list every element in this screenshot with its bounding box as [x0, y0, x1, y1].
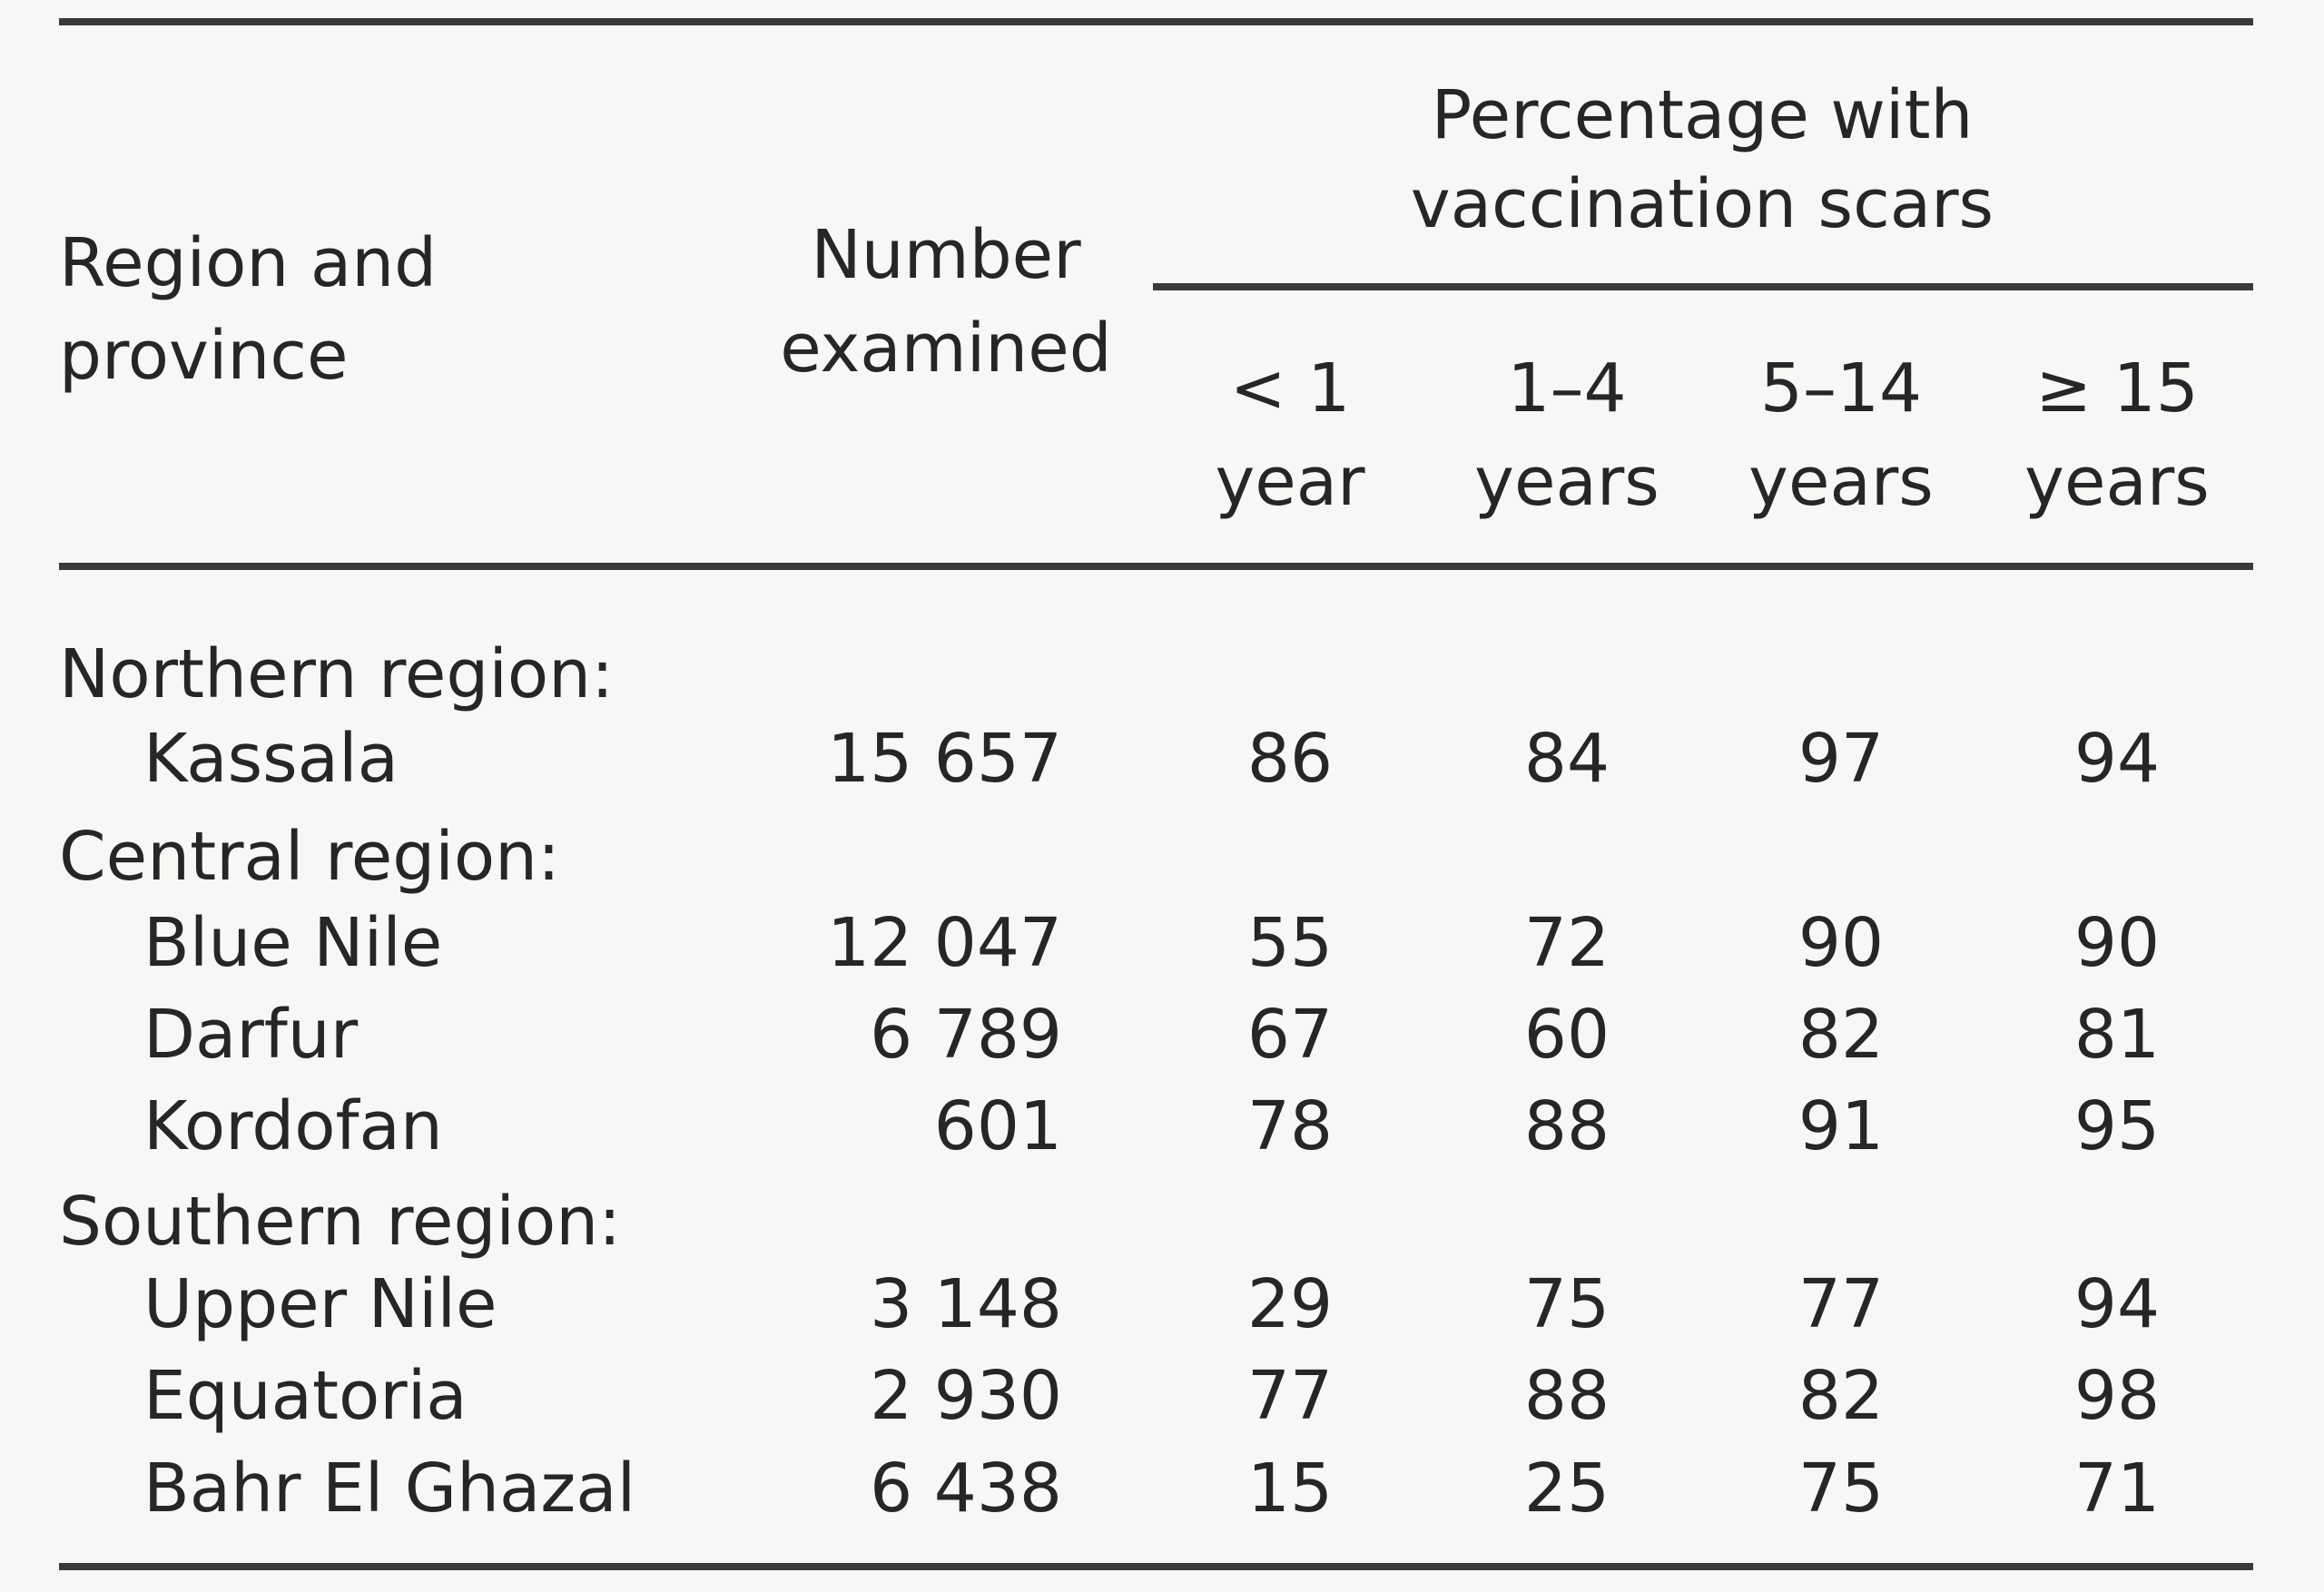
top-rule: [59, 18, 2253, 25]
group-rule: [1153, 283, 2253, 290]
percentage-cell: 95: [2073, 1087, 2161, 1165]
age-group-header-3-line2: years: [2024, 443, 2210, 521]
province-label: Kordofan: [143, 1087, 443, 1165]
percentage-cell: 90: [1797, 904, 1885, 982]
age-group-header-0-line1: < 1: [1229, 349, 1351, 427]
percentage-cell: 55: [1246, 904, 1334, 982]
percentage-cell: 90: [2073, 904, 2161, 982]
header-percentage-line1: Percentage with: [1431, 76, 1974, 154]
percentage-cell: 91: [1797, 1087, 1885, 1165]
province-label: Equatoria: [143, 1357, 468, 1435]
percentage-cell: 29: [1246, 1265, 1334, 1343]
header-bottom-rule: [59, 563, 2253, 570]
percentage-cell: 25: [1523, 1450, 1610, 1528]
header-region-line2: province: [59, 317, 349, 395]
percentage-cell: 81: [2073, 996, 2161, 1074]
percentage-cell: 86: [1246, 720, 1334, 798]
percentage-cell: 15: [1246, 1450, 1334, 1528]
percentage-cell: 77: [1246, 1357, 1334, 1435]
percentage-cell: 94: [2073, 1265, 2161, 1343]
province-label: Upper Nile: [143, 1265, 497, 1343]
region-label: Central region:: [59, 818, 560, 896]
number-examined-cell: 6 789: [870, 996, 1062, 1074]
percentage-cell: 82: [1797, 996, 1885, 1074]
age-group-header-2-line2: years: [1748, 443, 1934, 521]
percentage-cell: 98: [2073, 1357, 2161, 1435]
number-examined-cell: 2 930: [870, 1357, 1062, 1435]
percentage-cell: 82: [1797, 1357, 1885, 1435]
percentage-cell: 94: [2073, 720, 2161, 798]
percentage-cell: 75: [1523, 1265, 1610, 1343]
percentage-cell: 72: [1523, 904, 1610, 982]
number-examined-cell: 3 148: [870, 1265, 1062, 1343]
province-label: Darfur: [143, 996, 359, 1074]
percentage-cell: 97: [1797, 720, 1885, 798]
region-label: Northern region:: [59, 635, 615, 713]
percentage-cell: 71: [2073, 1450, 2161, 1528]
age-group-header-3-line1: ≥ 15: [2035, 349, 2199, 427]
age-group-header-1-line2: years: [1474, 443, 1659, 521]
header-region-line1: Region and: [59, 224, 438, 302]
age-group-header-0-line2: year: [1215, 443, 1365, 521]
region-label: Southern region:: [59, 1183, 622, 1261]
percentage-cell: 88: [1523, 1357, 1610, 1435]
percentage-cell: 84: [1523, 720, 1610, 798]
bottom-rule: [59, 1563, 2253, 1570]
percentage-cell: 60: [1523, 996, 1610, 1074]
number-examined-cell: 6 438: [870, 1450, 1062, 1528]
header-number-line1: Number: [811, 216, 1081, 294]
province-label: Blue Nile: [143, 904, 443, 982]
percentage-cell: 67: [1246, 996, 1334, 1074]
percentage-cell: 88: [1523, 1087, 1610, 1165]
number-examined-cell: 15 657: [827, 720, 1062, 798]
number-examined-cell: 601: [933, 1087, 1062, 1165]
percentage-cell: 78: [1246, 1087, 1334, 1165]
province-label: Kassala: [143, 720, 399, 798]
age-group-header-2-line1: 5–14: [1759, 349, 1923, 427]
header-number-line2: examined: [780, 310, 1112, 388]
percentage-cell: 75: [1797, 1450, 1885, 1528]
province-label: Bahr El Ghazal: [143, 1450, 636, 1528]
header-percentage-line2: vaccination scars: [1410, 165, 1994, 243]
age-group-header-1-line1: 1–4: [1507, 349, 1627, 427]
number-examined-cell: 12 047: [827, 904, 1062, 982]
percentage-cell: 77: [1797, 1265, 1885, 1343]
